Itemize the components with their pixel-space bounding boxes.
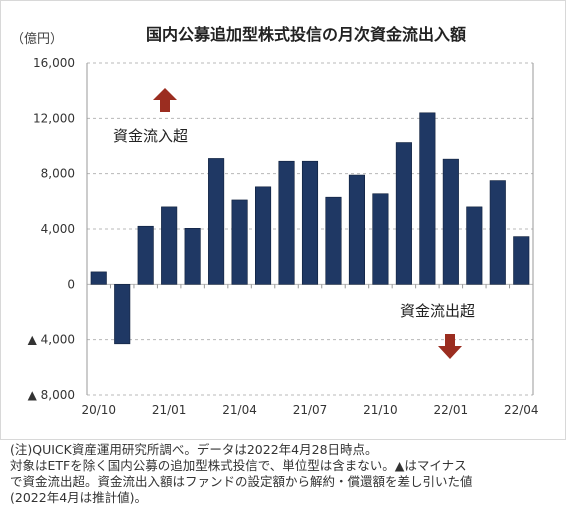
bar-21/12 [419, 112, 436, 285]
bar-21/09 [348, 174, 365, 285]
x-tick-label: 22/01 [434, 403, 469, 417]
annotations: 資金流入超 資金流出超 [113, 88, 475, 359]
x-axis: 20/10 21/01 21/04 21/07 21/10 22/01 22/04 [81, 284, 539, 417]
bar-21/08 [325, 196, 342, 285]
bar-22/01 [442, 158, 459, 285]
y-axis: 16,000 12,000 8,000 4,000 0 ▲ 4,000 ▲ 8,000 [28, 56, 534, 402]
x-tick-label: 21/01 [152, 403, 187, 417]
x-tick-label: 21/07 [293, 403, 328, 417]
footnote-line: で資金流出超。資金流出入額はファンドの設定額から解約・償還額を差し引いた値 [10, 474, 473, 489]
bar-22/02 [466, 206, 483, 285]
bar-21/03 [208, 158, 225, 285]
inflow-arrow-icon [153, 88, 177, 112]
bar-22/03 [489, 180, 506, 285]
bar-20/11 [114, 284, 131, 345]
footnote-line: (2022年4月は推計値)。 [10, 490, 148, 505]
bar-21/10 [372, 193, 389, 285]
bar-21/05 [255, 186, 272, 285]
footnote-line: 対象はETFを除く国内公募の追加型株式投信で、単位型は含まない。▲はマイナス [10, 458, 467, 473]
x-tick-label: 21/10 [363, 403, 398, 417]
bar-21/02 [184, 228, 201, 285]
y-tick-label: 4,000 [41, 222, 75, 236]
bar-21/06 [278, 160, 295, 285]
bar-20/10 [90, 271, 107, 285]
y-tick-label: ▲ 4,000 [28, 333, 75, 347]
inflow-label: 資金流入超 [113, 127, 188, 145]
unit-label: （億円） [11, 31, 63, 47]
outflow-arrow-icon [438, 334, 462, 359]
y-tick-label: 16,000 [33, 56, 75, 70]
bar-21/11 [395, 142, 412, 285]
chart-title: 国内公募追加型株式投信の月次資金流出入額 [146, 25, 466, 44]
x-tick-label: 21/04 [222, 403, 257, 417]
bar-21/04 [231, 199, 248, 285]
bar-21/01 [161, 206, 178, 285]
outflow-label: 資金流出超 [400, 302, 475, 320]
chart-container: 国内公募追加型株式投信の月次資金流出入額 （億円） 16,000 12,000 8,… [0, 0, 566, 440]
bar-chart: 国内公募追加型株式投信の月次資金流出入額 （億円） 16,000 12,000 8,… [11, 25, 539, 417]
bars [90, 112, 530, 345]
y-tick-label: 8,000 [41, 167, 75, 181]
y-tick-label: 12,000 [33, 111, 75, 125]
bar-22/04 [513, 236, 530, 285]
y-tick-label: 0 [67, 277, 75, 291]
bar-21/07 [301, 160, 319, 285]
y-tick-label: ▲ 8,000 [28, 388, 75, 402]
footnote-line: (注)QUICK資産運用研究所調べ。データは2022年4月28日時点。 [10, 442, 378, 457]
x-tick-label: 20/10 [81, 403, 116, 417]
x-tick-label: 22/04 [504, 403, 539, 417]
footnotes: (注)QUICK資産運用研究所調べ。データは2022年4月28日時点。 対象はE… [10, 442, 560, 506]
bar-20/12 [137, 225, 154, 285]
